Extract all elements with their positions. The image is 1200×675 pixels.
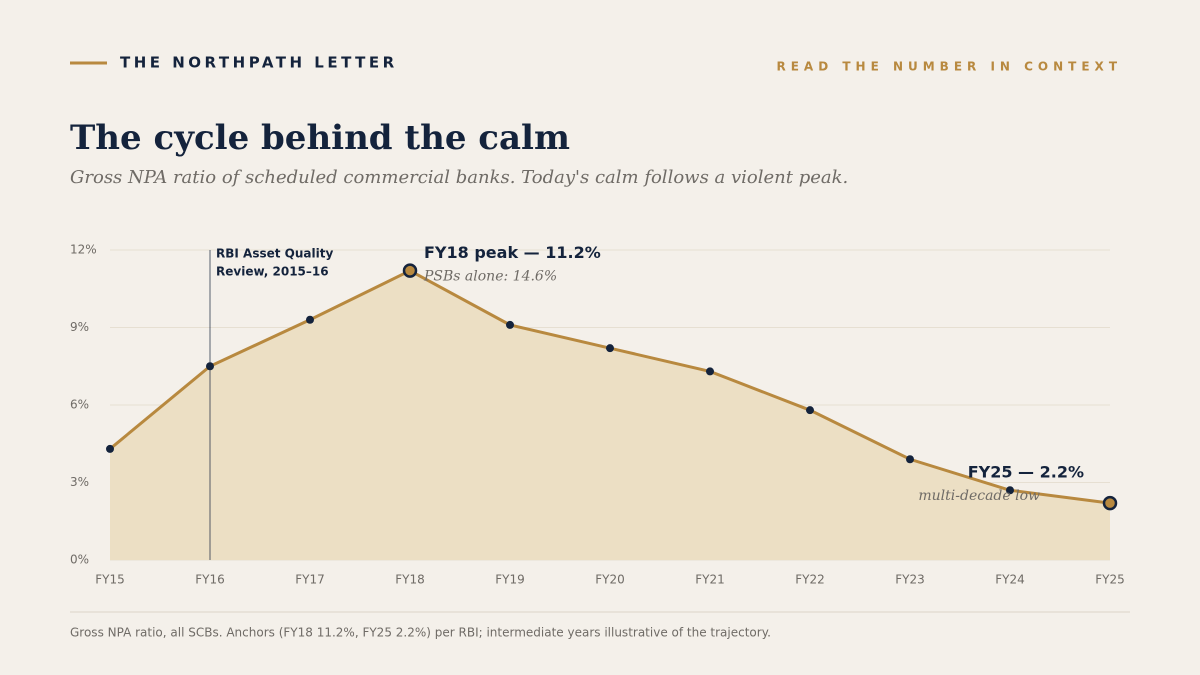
reference-label: RBI Asset Quality bbox=[216, 247, 333, 261]
point bbox=[706, 367, 714, 376]
area bbox=[110, 270, 1110, 560]
chart-title: The cycle behind the calm bbox=[70, 118, 570, 158]
highlight-point bbox=[402, 263, 418, 278]
highlight-point bbox=[1102, 495, 1118, 511]
x-tick-label: FY20 bbox=[595, 573, 625, 587]
point bbox=[506, 320, 514, 329]
y-tick-label: 12% bbox=[70, 243, 97, 257]
x-tick-label: FY17 bbox=[295, 573, 325, 587]
footnote: Gross NPA ratio, all SCBs. Anchors (FY18… bbox=[70, 626, 771, 640]
point bbox=[206, 362, 214, 371]
x-tick-label: FY15 bbox=[95, 573, 125, 587]
point bbox=[1006, 486, 1014, 495]
x-tick-label: FY19 bbox=[495, 573, 525, 587]
chart-subtitle: Gross NPA ratio of scheduled commercial … bbox=[70, 167, 848, 188]
y-tick-label: 9% bbox=[70, 320, 89, 334]
annotation-note: multi-decade low bbox=[918, 488, 1040, 504]
annotation-label: FY25 — 2.2% bbox=[968, 463, 1084, 482]
y-tick-label: 0% bbox=[70, 553, 89, 567]
annotation-note: PSBs alone: 14.6% bbox=[423, 269, 557, 285]
annotation-label: FY18 peak — 11.2% bbox=[424, 243, 601, 262]
x-tick-label: FY16 bbox=[195, 573, 225, 587]
x-tick-label: FY23 bbox=[895, 573, 925, 587]
y-tick-label: 3% bbox=[70, 475, 89, 489]
y-tick-label: 6% bbox=[70, 398, 89, 412]
point bbox=[606, 344, 614, 353]
x-tick-label: FY22 bbox=[795, 573, 825, 587]
x-tick-label: FY21 bbox=[695, 573, 725, 587]
brand: THE NORTHPATH LETTER bbox=[120, 54, 398, 72]
point bbox=[806, 406, 814, 415]
point bbox=[906, 455, 914, 464]
tagline: READ THE NUMBER IN CONTEXT bbox=[776, 60, 1122, 74]
point bbox=[306, 315, 314, 324]
x-tick-label: FY24 bbox=[995, 573, 1025, 587]
x-tick-label: FY25 bbox=[1095, 573, 1125, 587]
point bbox=[106, 444, 114, 453]
x-tick-label: FY18 bbox=[395, 573, 425, 587]
reference-label: Review, 2015–16 bbox=[216, 265, 329, 279]
